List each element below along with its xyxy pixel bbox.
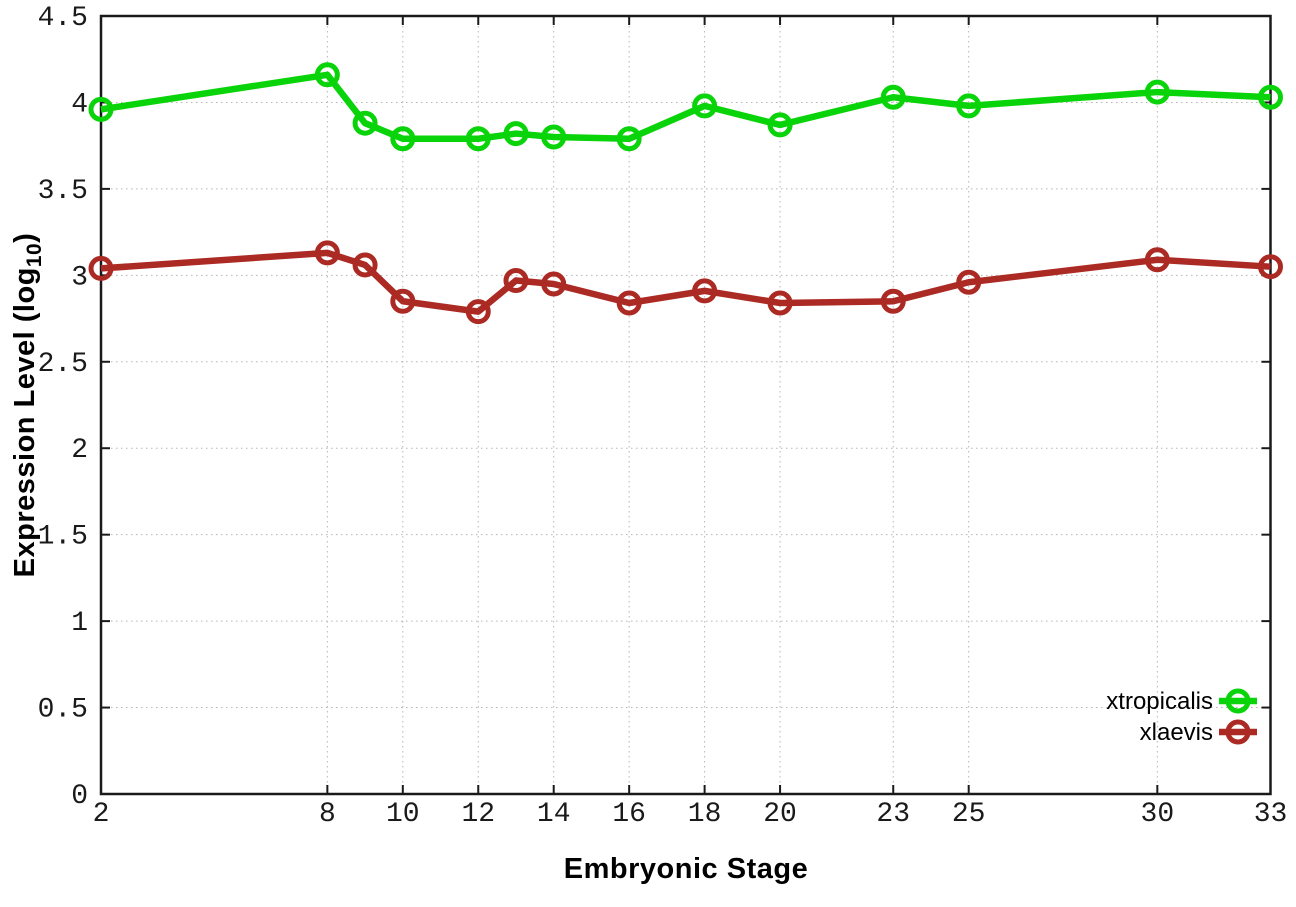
y-tick-label: 0.5: [38, 695, 88, 726]
x-tick-label: 23: [876, 799, 910, 830]
x-tick-label: 16: [612, 799, 646, 830]
y-tick-label: 3: [71, 262, 88, 293]
data-point-xlaevis: [956, 269, 982, 295]
y-tick-label: 4.5: [38, 3, 88, 34]
data-point-xlaevis: [465, 299, 491, 325]
y-tick-label: 2.5: [38, 349, 88, 380]
y-axis-title-close: ): [9, 232, 42, 243]
data-point-xtropicalis: [503, 121, 529, 147]
data-point-xtropicalis: [880, 84, 906, 110]
data-point-xtropicalis: [352, 110, 378, 136]
data-point-xlaevis: [692, 278, 718, 304]
data-point-xtropicalis: [767, 112, 793, 138]
data-point-xlaevis: [1144, 247, 1170, 273]
data-point-xtropicalis: [956, 93, 982, 119]
data-point-xlaevis: [767, 290, 793, 316]
data-point-xtropicalis: [1144, 79, 1170, 105]
y-tick-label: 0: [71, 781, 88, 812]
data-point-xlaevis: [503, 268, 529, 294]
legend-marker-xlaevis: [1225, 719, 1251, 745]
x-tick-label: 12: [461, 799, 495, 830]
x-tick-label: 10: [386, 799, 420, 830]
data-point-xtropicalis: [541, 124, 567, 150]
data-point-xlaevis: [88, 255, 114, 281]
data-point-xtropicalis: [314, 62, 340, 88]
y-tick-label: 4: [71, 89, 88, 120]
x-axis-title: Embryonic Stage: [563, 853, 809, 885]
x-tick-label: 18: [688, 799, 722, 830]
x-tick-label: 20: [763, 799, 797, 830]
x-tick-label: 30: [1141, 799, 1175, 830]
x-tick-label: 14: [537, 799, 571, 830]
y-axis-title: Expression Level (log10): [9, 233, 47, 578]
plot-border: [99, 14, 1272, 796]
legend-marker-xtropicalis: [1225, 688, 1251, 714]
y-tick-label: 3.5: [38, 176, 88, 207]
y-tick-label: 2: [71, 435, 88, 466]
data-point-xlaevis: [1258, 254, 1283, 280]
legend-label-xlaevis: xlaevis: [1140, 719, 1213, 746]
data-point-xtropicalis: [390, 126, 416, 152]
x-tick-label: 2: [93, 799, 110, 830]
y-axis-title-text: Expression Level (log: [9, 267, 42, 578]
series-line-xlaevis: [100, 249, 1271, 315]
y-axis-title-subscript: 10: [22, 242, 46, 268]
data-point-xtropicalis: [88, 96, 114, 122]
data-point-xtropicalis: [465, 126, 491, 152]
x-tick-label: 8: [319, 799, 336, 830]
series-line-xtropicalis: [100, 71, 1271, 143]
data-point-xtropicalis: [616, 126, 642, 152]
data-point-xlaevis: [880, 288, 906, 314]
data-point-xlaevis: [314, 240, 340, 266]
data-point-xlaevis: [616, 290, 642, 316]
x-tick-label: 33: [1254, 799, 1288, 830]
y-tick-label: 1: [71, 608, 88, 639]
data-point-xtropicalis: [1258, 84, 1283, 110]
data-point-xlaevis: [352, 252, 378, 278]
x-tick-label: 25: [952, 799, 986, 830]
data-point-xlaevis: [390, 288, 416, 314]
data-point-xtropicalis: [692, 93, 718, 119]
legend-label-xtropicalis: xtropicalis: [1106, 688, 1213, 715]
data-point-xlaevis: [541, 271, 567, 297]
y-tick-label: 1.5: [38, 522, 88, 553]
